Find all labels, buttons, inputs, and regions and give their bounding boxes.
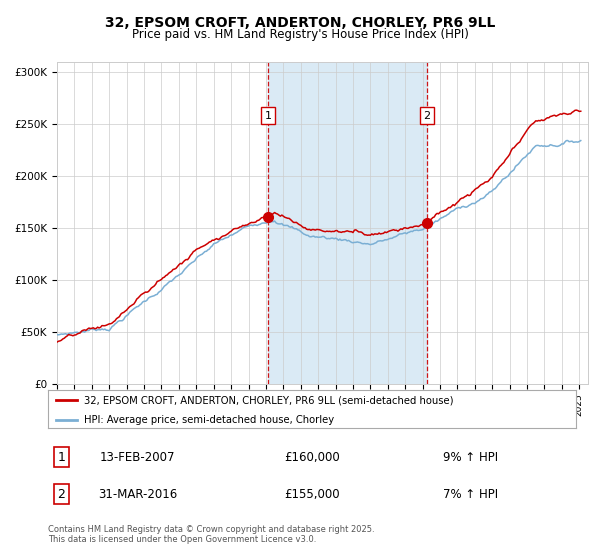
Text: 1: 1	[57, 451, 65, 464]
Text: 32, EPSOM CROFT, ANDERTON, CHORLEY, PR6 9LL (semi-detached house): 32, EPSOM CROFT, ANDERTON, CHORLEY, PR6 …	[84, 395, 454, 405]
Text: 1: 1	[265, 111, 271, 120]
Text: Price paid vs. HM Land Registry's House Price Index (HPI): Price paid vs. HM Land Registry's House …	[131, 28, 469, 41]
Text: 32, EPSOM CROFT, ANDERTON, CHORLEY, PR6 9LL: 32, EPSOM CROFT, ANDERTON, CHORLEY, PR6 …	[105, 16, 495, 30]
Text: HPI: Average price, semi-detached house, Chorley: HPI: Average price, semi-detached house,…	[84, 415, 334, 425]
Bar	[268, 62, 427, 384]
Text: 2: 2	[424, 111, 431, 120]
Text: £155,000: £155,000	[284, 488, 340, 501]
Text: 13-FEB-2007: 13-FEB-2007	[100, 451, 176, 464]
Text: 31-MAR-2016: 31-MAR-2016	[98, 488, 178, 501]
Text: Contains HM Land Registry data © Crown copyright and database right 2025.
This d: Contains HM Land Registry data © Crown c…	[48, 525, 374, 544]
Text: £160,000: £160,000	[284, 451, 340, 464]
Text: 9% ↑ HPI: 9% ↑ HPI	[443, 451, 498, 464]
Text: 7% ↑ HPI: 7% ↑ HPI	[443, 488, 498, 501]
Text: 2: 2	[57, 488, 65, 501]
